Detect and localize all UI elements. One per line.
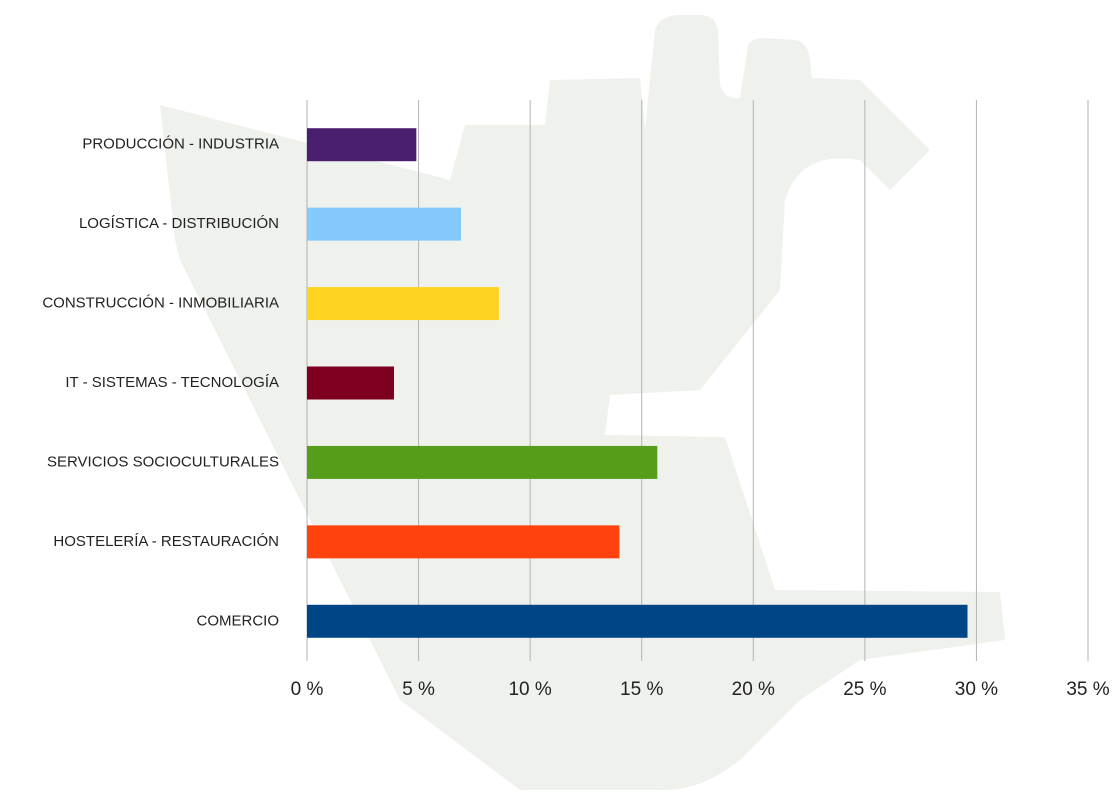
x-tick-label: 0 % (291, 679, 324, 700)
y-tick-label: LOGÍSTICA - DISTRIBUCIÓN (79, 215, 279, 232)
x-tick-label: 30 % (955, 679, 998, 700)
x-tick-label: 25 % (843, 679, 886, 700)
bar (307, 525, 619, 558)
x-tick-label: 20 % (732, 679, 775, 700)
bar (307, 208, 461, 241)
x-tick-label: 5 % (402, 679, 435, 700)
chart: 0 % 5 % 10 % 15 % 20 % 25 % 30 % 35 % PRODUCCIÓN… (0, 0, 1114, 792)
y-tick-label: PRODUCCIÓN - INDUSTRIA (82, 136, 279, 153)
x-tick-label: 10 % (508, 679, 551, 700)
y-tick-label: IT - SISTEMAS - TECNOLOGÍA (65, 374, 279, 391)
y-tick-label: SERVICIOS SOCIOCULTURALES (47, 453, 279, 470)
bar (307, 367, 394, 400)
bar (307, 605, 968, 638)
x-tick-label: 15 % (620, 679, 663, 700)
background-shape (160, 15, 1005, 790)
bar (307, 287, 499, 320)
bar (307, 446, 657, 479)
y-tick-label: HOSTELERÍA - RESTAURACIÓN (53, 533, 279, 550)
bar (307, 128, 416, 161)
y-tick-label: CONSTRUCCIÓN - INMOBILIARIA (42, 295, 279, 312)
x-tick-label: 35 % (1066, 679, 1109, 700)
y-tick-label: COMERCIO (197, 612, 280, 629)
